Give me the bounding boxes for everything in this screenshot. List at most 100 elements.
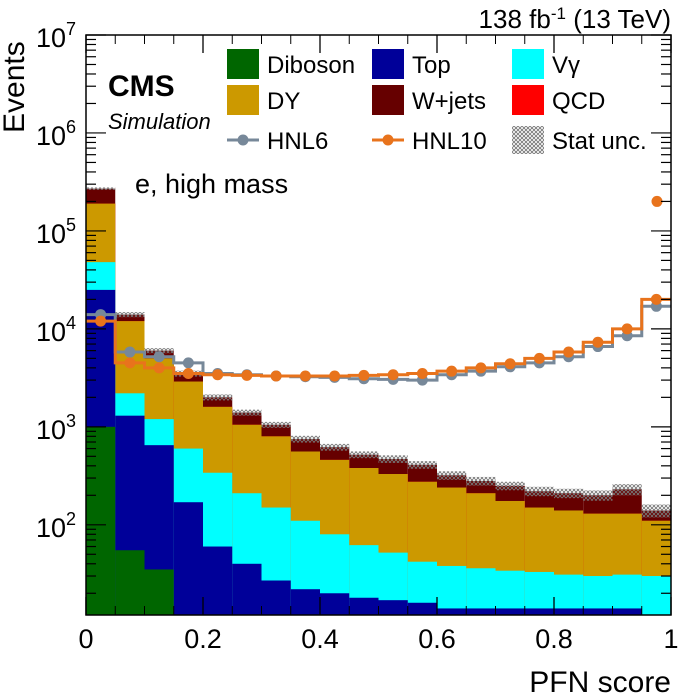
bar-vgamma-19	[641, 576, 671, 615]
hnl10-point-1	[124, 357, 136, 369]
stat-unc-4	[203, 394, 233, 401]
stat-unc-1	[115, 312, 145, 318]
stat-unc-14	[495, 481, 525, 491]
bar-top-12	[437, 608, 467, 615]
legend-label-top: Top	[412, 52, 451, 79]
bar-top-11	[407, 602, 437, 615]
legend-label-hnl6: HNL6	[267, 128, 328, 155]
bar-top-8	[320, 593, 350, 615]
bar-top-13	[466, 608, 496, 615]
hnl10-point-2	[153, 362, 165, 374]
y-tick-label: 105	[36, 215, 76, 249]
hnl10-point-11	[416, 368, 428, 380]
hnl10-point-10	[387, 369, 399, 381]
legend-entry-top: Top	[372, 49, 451, 79]
x-tick-label: 0.4	[301, 624, 339, 654]
stat-unc-12	[437, 471, 467, 480]
bar-top-6	[261, 580, 291, 615]
legend-swatch-vgamma	[512, 49, 544, 79]
legend-swatch-dy	[227, 85, 259, 115]
category-label: e, high mass	[135, 169, 288, 199]
stat-unc-17	[583, 490, 613, 501]
x-axis-label: PFN score	[529, 666, 671, 697]
legend-swatch-stat	[512, 126, 544, 154]
bar-vgamma-18	[612, 574, 642, 615]
stat-unc-6	[261, 421, 291, 428]
y-tick-label: 106	[36, 117, 76, 151]
bar-top-5	[232, 563, 262, 615]
hnl10-point-16	[563, 346, 575, 358]
y-tick-label: 103	[36, 411, 76, 445]
simulation-label: Simulation	[108, 109, 211, 134]
stat-unc-15	[524, 486, 554, 497]
cms-label: CMS	[108, 70, 175, 103]
legend-entry-hnl10: HNL10	[372, 128, 487, 155]
bar-vgamma-16	[554, 574, 584, 615]
stat-unc-16	[554, 488, 584, 499]
hnl10-point-0	[95, 315, 107, 327]
legend-label-vgamma: Vγ	[552, 52, 580, 79]
stat-unc-18	[612, 484, 642, 496]
hnl6-point-2	[153, 351, 165, 363]
bar-top-4	[203, 546, 233, 615]
x-tick-label: 0.8	[535, 624, 573, 654]
legend-swatch-wjets	[372, 85, 404, 115]
legend-entry-stat: Stat unc.	[512, 126, 647, 155]
legend-swatch-qcd	[512, 85, 544, 115]
legend-entry-qcd: QCD	[512, 85, 605, 115]
bar-diboson-0	[86, 426, 116, 615]
bar-top-16	[554, 608, 584, 615]
bar-top-9	[349, 597, 379, 615]
bar-top-7	[290, 589, 320, 615]
lumi-label: 138 fb-1 (13 TeV)	[479, 4, 671, 35]
hnl6-point-1	[124, 346, 136, 358]
legend: Diboson Top Vγ DY W+jets QCD HNL6 HNL10 Stat unc…	[227, 49, 647, 155]
legend-entry-vgamma: Vγ	[512, 49, 580, 79]
legend-label-wjets: W+jets	[412, 88, 486, 115]
legend-marker-hnl10	[382, 134, 394, 146]
hnl10-point-17	[592, 336, 604, 348]
legend-entry-diboson: Diboson	[227, 49, 355, 79]
legend-label-diboson: Diboson	[267, 52, 355, 79]
hnl10-point-12	[446, 365, 458, 377]
legend-label-qcd: QCD	[552, 88, 605, 115]
hnl10-point-7	[299, 370, 311, 382]
bar-top-3	[173, 502, 203, 615]
y-axis-label: Events	[0, 41, 31, 133]
bar-top-14	[495, 608, 525, 615]
bar-diboson-2	[144, 569, 174, 615]
stat-unc-2	[144, 348, 174, 354]
x-tick-label: 0.2	[184, 624, 222, 654]
stat-uncertainty-bands	[86, 187, 671, 518]
bar-top-10	[378, 600, 408, 615]
stacked-histogram	[86, 188, 671, 615]
stat-unc-7	[290, 435, 320, 443]
legend-entry-dy: DY	[227, 85, 300, 115]
legend-swatch-diboson	[227, 49, 259, 79]
bar-top-17	[583, 608, 613, 615]
bar-vgamma-13	[466, 568, 496, 615]
bar-top-15	[524, 608, 554, 615]
hnl10-point-4	[212, 369, 224, 381]
y-tick-label: 107	[36, 19, 76, 53]
hnl10-point-5	[241, 369, 253, 381]
hnl6-point-3	[182, 357, 194, 369]
hnl10-point-20	[651, 195, 663, 207]
legend-label-dy: DY	[267, 88, 300, 115]
bar-vgamma-14	[495, 570, 525, 615]
x-tick-label: 0	[78, 624, 93, 654]
hnl10-point-8	[329, 370, 341, 382]
hnl10-point-13	[475, 362, 487, 374]
bar-vgamma-15	[524, 571, 554, 615]
hnl10-point-15	[533, 352, 545, 364]
stat-unc-0	[86, 187, 116, 190]
hnl10-point-9	[358, 369, 370, 381]
stat-unc-13	[466, 476, 496, 486]
legend-label-stat: Stat unc.	[552, 128, 647, 155]
hnl10-point-6	[270, 370, 282, 382]
legend-label-hnl10: HNL10	[412, 128, 487, 155]
bar-vgamma-12	[437, 565, 467, 615]
stat-unc-10	[378, 455, 408, 463]
axis-ticks: 0 0.2 0.4 0.6 0.8 1 102 103 104 105 106 107	[36, 19, 678, 654]
legend-swatch-top	[372, 49, 404, 79]
